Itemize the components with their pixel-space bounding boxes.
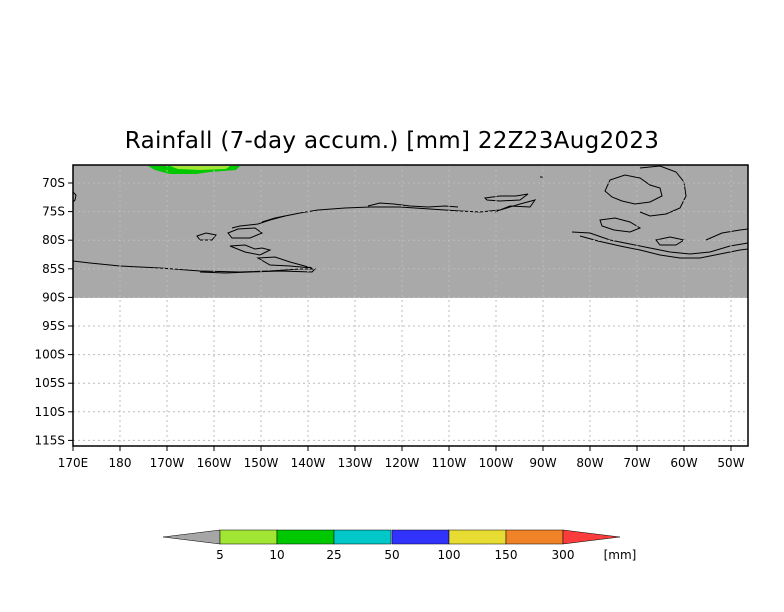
lon-label: 150W (244, 456, 279, 470)
lon-label: 170E (58, 456, 89, 470)
lat-label: 90S (42, 290, 65, 304)
lon-label: 70W (623, 456, 650, 470)
colorbar-segment (333, 529, 392, 545)
colorbar-unit: [mm] (604, 548, 637, 562)
grid-lines (73, 165, 748, 446)
colorbar-high-arrow (562, 529, 621, 545)
land-mask (73, 165, 748, 298)
coastlines (72, 165, 749, 274)
colorbar-label: 25 (326, 548, 341, 562)
lon-label: 100W (479, 456, 514, 470)
map-title: Rainfall (7-day accum.) [mm] 22Z23Aug202… (124, 128, 660, 154)
plot-frame (72, 164, 749, 447)
lon-label: 120W (385, 456, 420, 470)
colorbar-label: 150 (495, 548, 518, 562)
lat-label: 115S (34, 433, 65, 447)
lon-label: 130W (338, 456, 373, 470)
lat-label: 80S (42, 233, 65, 247)
colorbar-label: 100 (438, 548, 461, 562)
lon-label: 50W (717, 456, 744, 470)
lat-label: 75S (42, 205, 65, 219)
lat-label: 95S (42, 319, 65, 333)
lon-label: 140W (291, 456, 326, 470)
lat-label: 100S (34, 348, 65, 362)
lat-label: 105S (34, 376, 65, 390)
colorbar-label: 50 (384, 548, 399, 562)
colorbar-label: 300 (552, 548, 575, 562)
lon-label: 80W (576, 456, 603, 470)
colorbar-label: 5 (216, 548, 224, 562)
plot-area: 70S 75S 80S 85S 90S 95S 100S 105S 110S 115S 170E 18… (34, 164, 749, 470)
lon-label: 90W (529, 456, 556, 470)
colorbar-segment (391, 529, 450, 545)
lon-label: 180 (109, 456, 132, 470)
lat-label: 85S (42, 262, 65, 276)
lat-label: 110S (34, 405, 65, 419)
lon-label: 170W (150, 456, 185, 470)
lon-label: 160W (197, 456, 232, 470)
colorbar-segment (505, 529, 564, 545)
lon-label: 110W (432, 456, 467, 470)
colorbar-label: 10 (269, 548, 284, 562)
colorbar-low-arrow (162, 529, 221, 545)
lat-label: 70S (42, 176, 65, 190)
colorbar-segment (276, 529, 335, 545)
colorbar-segment (448, 529, 507, 545)
lon-label: 60W (670, 456, 697, 470)
colorbar-segment (219, 529, 278, 545)
colorbar: 5 10 25 50 100 150 300 [mm] (162, 529, 637, 562)
